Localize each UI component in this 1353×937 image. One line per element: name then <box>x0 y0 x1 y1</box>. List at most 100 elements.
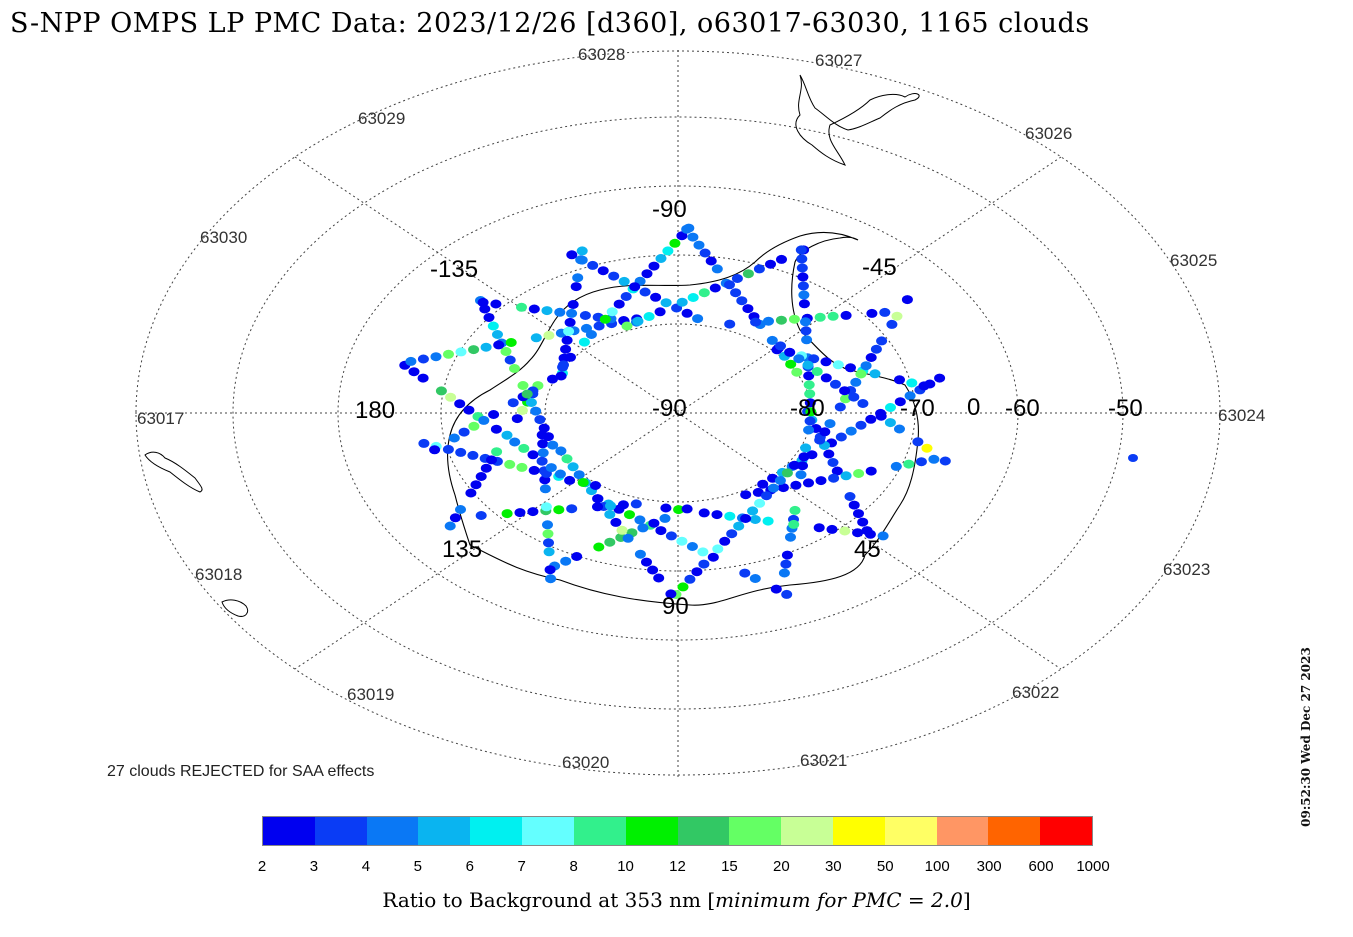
pmc-cloud-dot <box>571 552 583 561</box>
orbit-label: 63029 <box>358 109 405 128</box>
pmc-cloud-dot <box>788 314 800 324</box>
pmc-cloud-dot <box>570 282 582 292</box>
colorbar-tick-label: 12 <box>669 858 686 875</box>
pmc-cloud-dot <box>797 281 809 291</box>
pmc-cloud-dot <box>634 515 646 525</box>
pmc-cloud-dot <box>480 463 492 473</box>
pmc-cloud-dot <box>752 487 764 497</box>
pmc-cloud-dot <box>528 304 540 314</box>
colorbar-tick-label: 1000 <box>1076 858 1110 875</box>
pmc-cloud-dot <box>901 295 913 305</box>
pmc-cloud-dot <box>803 371 815 381</box>
pmc-cloud-dot <box>797 272 809 282</box>
longitude-label: 45 <box>854 536 881 563</box>
pmc-cloud-dot <box>775 315 787 325</box>
pmc-cloud-dot <box>763 316 774 326</box>
colorbar-tick-label: 3 <box>309 858 319 875</box>
pmc-cloud-dot <box>448 433 460 443</box>
pmc-cloud-dot <box>765 259 776 269</box>
colorbar-segment <box>988 817 1041 845</box>
colorbar-tick-label: 10 <box>617 858 634 875</box>
pmc-cloud-dot <box>934 373 946 383</box>
pmc-cloud-dot <box>813 523 825 533</box>
pmc-cloud-dot <box>478 415 490 425</box>
pmc-cloud-dot <box>705 256 717 266</box>
colorbar-tick-label: 20 <box>773 858 790 875</box>
pmc-cloud-dot <box>687 232 699 242</box>
pmc-cloud-dot <box>455 447 467 457</box>
pmc-cloud-dot <box>587 260 599 270</box>
pmc-cloud-dot <box>567 300 579 309</box>
colorbar <box>262 816 1093 846</box>
pmc-cloud-dot <box>566 504 578 514</box>
pmc-cloud-dot <box>608 271 620 281</box>
pmc-cloud-dot <box>839 526 851 536</box>
pmc-cloud-dot <box>753 264 765 274</box>
pmc-cloud-dot <box>650 292 662 302</box>
colorbar-label: Ratio to Background at 353 nm [minimum f… <box>382 888 971 912</box>
pmc-cloud-dot <box>857 517 869 527</box>
pmc-cloud-dot <box>918 381 930 391</box>
pmc-cloud-dot <box>884 418 896 428</box>
pmc-cloud-dot <box>534 415 546 425</box>
pmc-cloud-dot <box>800 443 812 453</box>
timestamp: 09:52:30 Wed Dec 27 2023 <box>1299 647 1313 827</box>
pmc-cloud-dot <box>430 352 442 362</box>
pmc-cloud-dot <box>561 335 573 345</box>
pmc-cloud-dot <box>536 456 548 466</box>
pmc-cloud-dot <box>904 391 916 401</box>
colorbar-tick-label: 15 <box>721 858 738 875</box>
pmc-cloud-dot <box>492 330 503 339</box>
pmc-cloud-dot <box>573 470 585 480</box>
pmc-cloud-dot <box>468 421 480 431</box>
pmc-cloud-dot <box>565 352 576 362</box>
pmc-cloud-dot <box>826 524 838 534</box>
pmc-cloud-dot <box>676 231 688 241</box>
pmc-cloud-dot <box>676 297 688 307</box>
latitude-label: -90 <box>652 395 687 422</box>
pmc-cloud-dot <box>788 460 800 470</box>
pmc-cloud-dot <box>563 326 575 336</box>
pmc-cloud-dot <box>653 573 665 583</box>
longitude-label: -135 <box>430 256 478 283</box>
orbit-label: 63026 <box>1025 124 1072 143</box>
pmc-cloud-dot <box>408 367 420 377</box>
pmc-cloud-dot <box>853 469 865 478</box>
pmc-cloud-dot <box>785 359 797 369</box>
pmc-cloud-dot <box>564 475 576 485</box>
colorbar-tick-label: 100 <box>924 858 950 875</box>
pmc-cloud-dot <box>435 386 447 396</box>
pmc-cloud-dot <box>632 316 644 326</box>
pmc-cloud-dot <box>869 369 881 379</box>
pmc-cloud-dot <box>629 282 641 292</box>
pmc-cloud-dot <box>796 263 808 273</box>
pmc-cloud-dot <box>592 502 603 512</box>
pmc-cloud-dot <box>465 488 477 498</box>
orbit-label: 63022 <box>1012 683 1059 702</box>
pmc-cloud-dot <box>801 335 813 345</box>
pmc-cloud-dot <box>521 389 533 399</box>
pmc-cloud-dot <box>845 426 857 436</box>
pmc-cloud-dot <box>791 367 803 377</box>
pmc-cloud-dot <box>793 354 805 364</box>
colorbar-segment <box>677 817 730 845</box>
pmc-cloud-dot <box>455 347 467 357</box>
pmc-cloud-dot <box>677 582 689 592</box>
pmc-cloud-dot <box>1128 454 1138 462</box>
pmc-cloud-dot <box>798 452 810 462</box>
pmc-cloud-dot <box>795 470 807 480</box>
pmc-cloud-dot <box>915 457 927 467</box>
pmc-cloud-dot <box>830 379 841 389</box>
pmc-cloud-dot <box>585 330 597 339</box>
pmc-cloud-dot <box>730 288 742 298</box>
pmc-cloud-dot <box>820 373 832 383</box>
pmc-cloud-dot <box>852 528 864 538</box>
pmc-cloud-dot <box>576 255 588 265</box>
pmc-cloud-dot <box>639 287 651 297</box>
pmc-cloud-dot <box>445 392 457 402</box>
pmc-cloud-dot <box>537 448 549 458</box>
pmc-cloud-dot <box>487 321 499 331</box>
pmc-cloud-dot <box>593 542 605 552</box>
pmc-cloud-dot <box>711 264 723 274</box>
pmc-cloud-dot <box>844 492 856 501</box>
